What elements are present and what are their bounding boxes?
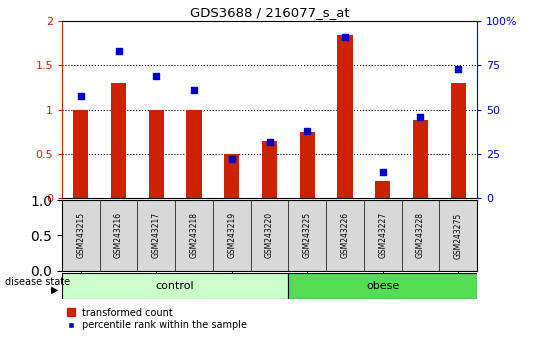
Point [227,156,236,162]
Text: GSM243275: GSM243275 [454,212,462,258]
Text: ▶: ▶ [51,284,59,295]
Point [341,34,349,40]
Bar [413,120,428,198]
Text: GSM243215: GSM243215 [77,212,85,258]
Title: GDS3688 / 216077_s_at: GDS3688 / 216077_s_at [190,6,349,19]
Bar [62,273,288,299]
Text: control: control [156,281,195,291]
Legend: transformed count, percentile rank within the sample: transformed count, percentile rank withi… [67,308,247,330]
Point [114,48,123,54]
Text: GSM243217: GSM243217 [152,212,161,258]
Bar [224,154,239,198]
Point [190,87,198,93]
Text: GSM243225: GSM243225 [303,212,312,258]
Text: GSM243218: GSM243218 [190,212,198,258]
Bar [288,273,477,299]
Point [416,114,425,120]
Bar [337,34,353,198]
Text: GSM243219: GSM243219 [227,212,236,258]
Text: GSM243220: GSM243220 [265,212,274,258]
Bar [300,132,315,198]
Text: GSM243216: GSM243216 [114,212,123,258]
Bar [111,83,126,198]
Bar [262,141,277,198]
Bar [451,83,466,198]
Point [303,128,312,134]
Point [378,169,387,175]
Bar [73,110,88,198]
Point [454,66,462,72]
Point [77,93,85,98]
Text: obese: obese [366,281,399,291]
Text: GSM243228: GSM243228 [416,212,425,258]
Point [265,139,274,144]
Bar [375,181,390,198]
Bar [149,110,164,198]
Point [152,73,161,79]
Bar [186,110,202,198]
Text: GSM243226: GSM243226 [341,212,349,258]
Text: disease state: disease state [5,277,71,287]
Text: GSM243227: GSM243227 [378,212,387,258]
